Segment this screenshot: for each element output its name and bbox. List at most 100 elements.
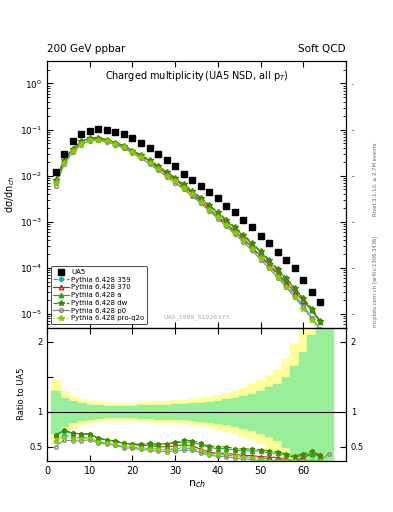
Pythia 6.428 p0 [70,149,75,155]
Pythia 6.428 dw [224,217,229,223]
Pythia 6.428 p0 [284,284,288,290]
Line: Pythia 6.428 dw: Pythia 6.428 dw [53,135,323,324]
Pythia 6.428 359 [62,159,66,165]
Pythia 6.428 p0 [207,208,212,214]
Pythia 6.428 p0 [318,326,323,332]
Pythia 6.428 a [173,175,178,181]
Pythia 6.428 p0 [198,200,203,206]
Pythia 6.428 p0 [139,155,143,161]
Pythia 6.428 359 [198,200,203,206]
Pythia 6.428 dw [53,177,58,183]
Pythia 6.428 359 [105,138,109,144]
UA5 [309,289,314,295]
Pythia 6.428 pro-q2o [301,306,305,312]
UA5 [147,145,152,151]
Pythia 6.428 a [147,158,152,164]
Pythia 6.428 p0 [53,183,58,189]
Pythia 6.428 pro-q2o [79,141,84,147]
Pythia 6.428 359 [70,147,75,154]
Pythia 6.428 a [215,210,220,217]
Pythia 6.428 pro-q2o [292,294,297,300]
Pythia 6.428 370 [215,214,220,220]
Pythia 6.428 359 [309,314,314,321]
Pythia 6.428 p0 [215,216,220,222]
UA5 [79,131,84,137]
Pythia 6.428 370 [309,307,314,313]
Pythia 6.428 359 [130,149,135,155]
Pythia 6.428 a [53,177,58,183]
Pythia 6.428 pro-q2o [113,141,118,147]
Pythia 6.428 a [70,146,75,152]
Pythia 6.428 359 [181,185,186,191]
Pythia 6.428 pro-q2o [241,238,246,244]
Pythia 6.428 p0 [173,180,178,186]
Pythia 6.428 a [198,195,203,201]
Y-axis label: dσ/dn$_{ch}$: dσ/dn$_{ch}$ [3,176,17,214]
Pythia 6.428 359 [164,173,169,179]
Pythia 6.428 dw [113,139,118,145]
Line: Pythia 6.428 p0: Pythia 6.428 p0 [54,138,331,362]
Pythia 6.428 pro-q2o [309,317,314,323]
Pythia 6.428 359 [53,180,58,186]
Pythia 6.428 dw [233,224,237,230]
Pythia 6.428 370 [250,244,254,250]
Pythia 6.428 dw [284,275,288,281]
Pythia 6.428 359 [292,292,297,298]
Pythia 6.428 dw [139,152,143,158]
Pythia 6.428 pro-q2o [190,191,195,198]
Pythia 6.428 359 [96,137,101,143]
Pythia 6.428 a [139,153,143,159]
Pythia 6.428 p0 [292,294,297,300]
Pythia 6.428 pro-q2o [139,154,143,160]
Pythia 6.428 p0 [96,137,101,143]
UA5 [130,135,135,141]
UA5 [53,169,58,175]
Pythia 6.428 370 [241,236,246,242]
UA5 [327,338,331,345]
Pythia 6.428 a [258,249,263,255]
Pythia 6.428 dw [121,143,126,149]
Pythia 6.428 359 [275,272,280,278]
Pythia 6.428 p0 [241,239,246,245]
Pythia 6.428 dw [164,169,169,175]
Pythia 6.428 a [309,307,314,313]
Pythia 6.428 370 [113,139,118,145]
Pythia 6.428 p0 [309,315,314,321]
Pythia 6.428 a [318,319,323,326]
Pythia 6.428 359 [173,178,178,184]
X-axis label: n$_{ch}$: n$_{ch}$ [187,478,206,490]
Pythia 6.428 a [190,188,195,195]
UA5 [164,157,169,163]
Pythia 6.428 dw [173,175,178,181]
Pythia 6.428 dw [79,138,84,144]
UA5 [113,129,118,135]
UA5 [267,240,272,246]
Text: Rivet 3.1.10, ≥ 2.7M events: Rivet 3.1.10, ≥ 2.7M events [373,142,378,216]
Pythia 6.428 a [292,286,297,292]
Pythia 6.428 pro-q2o [173,178,178,184]
Pythia 6.428 a [113,139,118,145]
UA5 [301,276,305,283]
UA5 [233,209,237,216]
Pythia 6.428 pro-q2o [284,284,288,290]
Pythia 6.428 pro-q2o [62,160,66,166]
Pythia 6.428 p0 [156,167,160,174]
Line: Pythia 6.428 pro-q2o: Pythia 6.428 pro-q2o [53,137,323,336]
Text: Soft QCD: Soft QCD [298,44,346,54]
Pythia 6.428 370 [258,253,263,259]
Pythia 6.428 370 [130,147,135,154]
Text: 200 GeV ppbar: 200 GeV ppbar [47,44,125,54]
Pythia 6.428 370 [224,221,229,227]
Pythia 6.428 p0 [164,174,169,180]
Pythia 6.428 dw [70,146,75,152]
Pythia 6.428 pro-q2o [53,180,58,186]
Pythia 6.428 dw [147,157,152,163]
Pythia 6.428 370 [147,158,152,164]
Line: Pythia 6.428 a: Pythia 6.428 a [53,136,323,325]
Pythia 6.428 370 [198,198,203,204]
Pythia 6.428 p0 [190,193,195,199]
Pythia 6.428 359 [79,140,84,146]
Pythia 6.428 359 [88,137,92,143]
Pythia 6.428 p0 [275,274,280,281]
Text: Charged multiplicity (UA5 NSD, all p$_T$): Charged multiplicity (UA5 NSD, all p$_T$… [105,70,288,83]
